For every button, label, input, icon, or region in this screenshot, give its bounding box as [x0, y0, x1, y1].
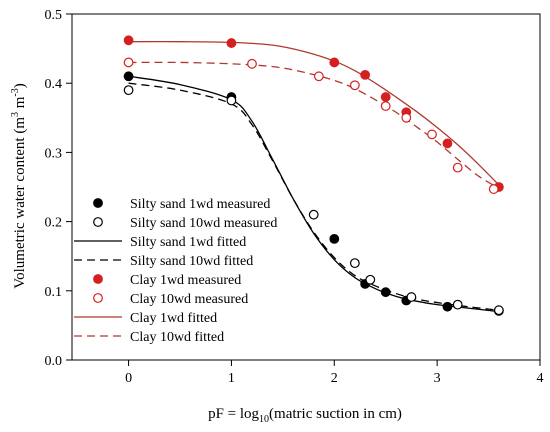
x-axis-label-subscript: 10 — [259, 414, 269, 425]
y-axis-label-text: Volumetric water content (m — [12, 117, 28, 289]
data-point-clay-10wd-measured — [401, 112, 412, 123]
data-point-silty-sand-1wd-measured — [329, 233, 340, 244]
data-point-clay-10wd-measured — [380, 101, 391, 111]
data-point-clay-10wd-measured — [247, 58, 257, 69]
series-line-clay-10wd-fitted — [128, 61, 500, 189]
data-point-silty-sand-10wd-measured — [452, 299, 463, 310]
x-axis-label: pF = log10(matric suction in cm) — [208, 406, 402, 425]
y-tick-label: 0.0 — [45, 354, 63, 369]
data-point-silty-sand-10wd-measured — [308, 209, 319, 220]
y-axis-label-exp1: 3 — [10, 112, 21, 117]
legend-label: Clay 1wd fitted — [130, 311, 217, 326]
data-point-silty-sand-10wd-measured — [123, 85, 134, 96]
data-point-clay-10wd-measured — [452, 162, 463, 173]
data-point-clay-10wd-measured — [313, 71, 324, 82]
legend-label: Silty sand 1wd measured — [130, 197, 270, 212]
data-point-clay-1wd-measured — [380, 92, 391, 102]
x-axis-label-suffix: (matric suction in cm) — [269, 406, 402, 422]
data-point-clay-1wd-measured — [226, 38, 237, 48]
y-axis-label: Volumetric water content (m3 m-3) — [10, 83, 28, 289]
x-tick-label: 0 — [125, 371, 132, 386]
data-point-clay-10wd-measured — [349, 80, 360, 91]
legend-label: Clay 10wd measured — [130, 292, 248, 307]
legend-label: Clay 1wd measured — [130, 273, 241, 288]
legend-marker — [93, 217, 103, 227]
y-tick-label: 0.2 — [45, 216, 63, 231]
data-point-clay-1wd-measured — [442, 138, 453, 149]
y-tick-label: 0.1 — [45, 285, 63, 300]
legend-label: Clay 10wd fitted — [130, 330, 224, 345]
y-tick-label: 0.5 — [45, 8, 63, 23]
data-point-silty-sand-10wd-measured — [226, 95, 237, 106]
legend-marker — [93, 293, 103, 303]
series-line-silty-sand-10wd-fitted — [128, 82, 499, 311]
data-point-clay-1wd-measured — [329, 57, 340, 68]
x-axis-label-prefix: pF = log — [208, 406, 259, 422]
fitted-lines — [128, 40, 500, 313]
y-axis-label-mid: m — [12, 96, 28, 112]
y-axis-label-end: ) — [12, 83, 28, 88]
data-point-clay-10wd-measured — [123, 57, 134, 68]
axes: 0 1 2 3 4 0.0 0.1 0.2 0.3 0.4 0.5 — [45, 8, 544, 386]
legend-marker — [93, 274, 103, 284]
data-point-clay-1wd-measured — [360, 69, 371, 80]
y-axis-label-exp2: -3 — [10, 88, 21, 96]
data-point-silty-sand-10wd-measured — [365, 274, 376, 285]
y-tick-label: 0.3 — [45, 146, 63, 161]
data-point-silty-sand-1wd-measured — [123, 71, 134, 82]
data-point-silty-sand-10wd-measured — [406, 292, 417, 302]
legend-label: Silty sand 1wd fitted — [130, 235, 246, 250]
data-point-silty-sand-1wd-measured — [442, 301, 453, 312]
y-tick-label: 0.4 — [45, 77, 63, 92]
measured-points — [123, 35, 504, 316]
x-tick-label: 2 — [331, 371, 338, 386]
legend-marker — [93, 198, 103, 208]
legend-label: Silty sand 10wd fitted — [130, 254, 253, 269]
data-point-clay-10wd-measured — [427, 129, 437, 140]
data-point-clay-1wd-measured — [123, 35, 134, 46]
data-point-silty-sand-10wd-measured — [349, 258, 360, 269]
series-line-silty-sand-1wd-fitted — [128, 75, 499, 313]
x-tick-label: 4 — [537, 371, 544, 386]
x-tick-label: 3 — [434, 371, 441, 386]
legend-label: Silty sand 10wd measured — [130, 216, 277, 231]
data-point-silty-sand-10wd-measured — [493, 305, 504, 316]
data-point-silty-sand-1wd-measured — [380, 287, 391, 298]
plot-frame — [71, 13, 541, 361]
legend: Silty sand 1wd measured Silty sand 10wd m… — [74, 197, 277, 345]
x-tick-label: 1 — [228, 371, 235, 386]
data-point-clay-10wd-measured — [488, 184, 499, 194]
